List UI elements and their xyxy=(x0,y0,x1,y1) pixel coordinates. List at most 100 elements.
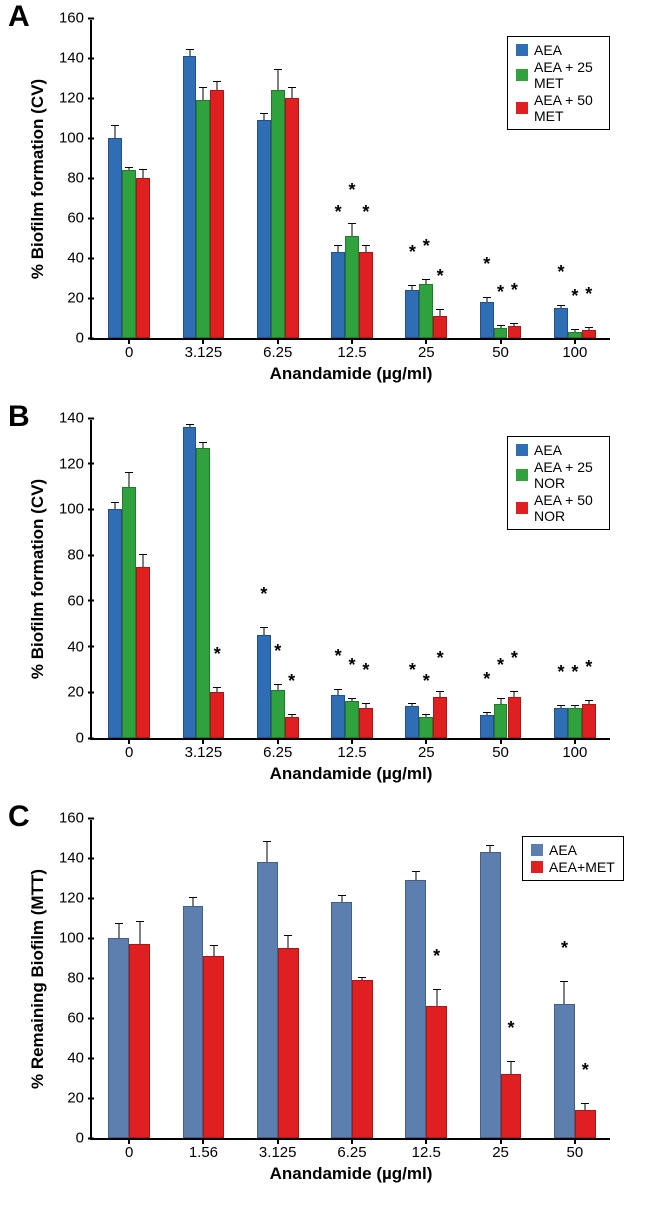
error-bar xyxy=(115,126,116,138)
error-bar xyxy=(203,443,204,448)
error-cap xyxy=(136,921,144,922)
bar xyxy=(494,704,508,738)
bar xyxy=(136,567,150,738)
significance-star: * xyxy=(288,671,295,692)
error-bar xyxy=(189,425,190,427)
error-bar xyxy=(203,88,204,100)
error-cap xyxy=(213,687,221,688)
legend-label: AEA + 50 MET xyxy=(534,92,601,124)
error-cap xyxy=(571,705,579,706)
bar xyxy=(108,138,122,338)
error-cap xyxy=(111,502,119,503)
bar xyxy=(345,236,359,338)
bar xyxy=(257,862,278,1138)
ytick: 140 xyxy=(59,850,92,867)
ytick: 20 xyxy=(67,290,92,307)
ytick: 120 xyxy=(59,90,92,107)
error-cap xyxy=(139,169,147,170)
bar xyxy=(508,326,522,338)
error-bar xyxy=(143,555,144,566)
error-bar xyxy=(189,50,190,56)
significance-star: * xyxy=(561,938,568,959)
ytick: 0 xyxy=(76,330,92,347)
error-cap xyxy=(436,309,444,310)
error-bar xyxy=(143,170,144,178)
error-bar xyxy=(510,1062,511,1074)
significance-star: * xyxy=(335,646,342,667)
error-cap xyxy=(422,279,430,280)
ytick: 80 xyxy=(67,170,92,187)
error-cap xyxy=(557,705,565,706)
error-bar xyxy=(560,306,561,308)
error-bar xyxy=(115,503,116,510)
error-bar xyxy=(574,706,575,708)
legend-label: AEA + 25 NOR xyxy=(534,459,601,491)
bar xyxy=(285,717,299,738)
bar xyxy=(285,98,299,338)
error-bar xyxy=(514,692,515,697)
legend-label: AEA xyxy=(534,42,562,58)
error-cap xyxy=(125,167,133,168)
legend-swatch xyxy=(531,861,543,873)
xtick-label: 6.25 xyxy=(263,338,292,361)
bar xyxy=(122,487,136,738)
xtick-label: 12.5 xyxy=(337,338,366,361)
error-cap xyxy=(260,113,268,114)
significance-star: * xyxy=(437,266,444,287)
legend-item: AEA xyxy=(531,842,615,858)
error-cap xyxy=(560,981,568,982)
legend-swatch xyxy=(531,844,543,856)
ytick: 80 xyxy=(67,547,92,564)
bar xyxy=(257,120,271,338)
error-cap xyxy=(284,935,292,936)
bar xyxy=(568,332,582,338)
error-cap xyxy=(422,714,430,715)
xtick-label: 0 xyxy=(125,1138,133,1161)
significance-star: * xyxy=(511,648,518,669)
error-cap xyxy=(486,845,494,846)
ytick: 160 xyxy=(59,10,92,27)
panel-label: A xyxy=(8,0,30,34)
legend: AEAAEA + 25 METAEA + 50 MET xyxy=(507,36,610,130)
error-bar xyxy=(436,990,437,1006)
error-cap xyxy=(408,703,416,704)
legend-item: AEA + 25 MET xyxy=(516,59,601,91)
xtick-label: 1.56 xyxy=(189,1138,218,1161)
ytick: 60 xyxy=(67,210,92,227)
bar xyxy=(257,635,271,738)
error-bar xyxy=(263,114,264,120)
ytick: 20 xyxy=(67,684,92,701)
error-bar xyxy=(217,688,218,693)
error-bar xyxy=(500,699,501,704)
error-bar xyxy=(585,1104,586,1110)
plot-area: 020406080100120140160% Biofilm formation… xyxy=(90,20,610,340)
ytick: 0 xyxy=(76,1130,92,1147)
plot-area: 020406080100120140% Biofilm formation (C… xyxy=(90,420,610,740)
error-cap xyxy=(115,923,123,924)
ytick: 40 xyxy=(67,638,92,655)
xtick-label: 50 xyxy=(492,738,509,761)
xtick-label: 100 xyxy=(562,738,587,761)
legend-label: AEA xyxy=(534,442,562,458)
bar xyxy=(359,252,373,338)
bar xyxy=(210,90,224,338)
significance-star: * xyxy=(214,644,221,665)
error-bar xyxy=(193,898,194,906)
bar xyxy=(575,1110,596,1138)
error-cap xyxy=(497,325,505,326)
xtick-label: 12.5 xyxy=(337,738,366,761)
error-cap xyxy=(338,895,346,896)
ytick: 100 xyxy=(59,501,92,518)
significance-star: * xyxy=(571,286,578,307)
significance-star: * xyxy=(511,280,518,301)
error-cap xyxy=(288,714,296,715)
bar xyxy=(582,330,596,338)
error-bar xyxy=(365,246,366,252)
plot-area: 020406080100120140160% Remaining Biofilm… xyxy=(90,820,610,1140)
error-bar xyxy=(263,628,264,635)
significance-star: * xyxy=(409,242,416,263)
error-cap xyxy=(210,945,218,946)
significance-star: * xyxy=(362,660,369,681)
xtick-label: 0 xyxy=(125,738,133,761)
bar xyxy=(480,852,501,1138)
